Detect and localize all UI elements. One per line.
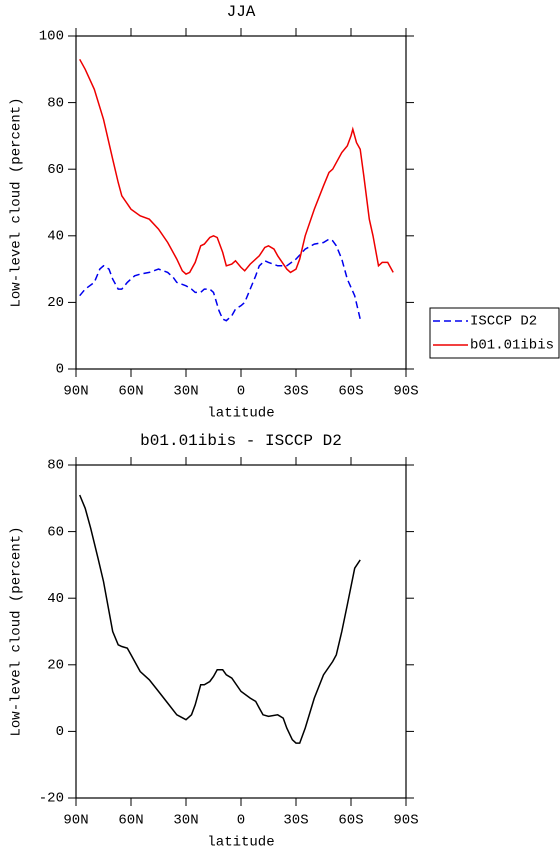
legend-label: b01.01ibis xyxy=(470,338,554,354)
legend-label: ISCCP D2 xyxy=(470,314,537,330)
x-tick-label: 60N xyxy=(118,384,143,400)
y-tick-label: -20 xyxy=(39,791,64,807)
x-tick-label: 30N xyxy=(173,384,198,400)
y-tick-label: 0 xyxy=(56,724,64,740)
x-tick-label: 60N xyxy=(118,813,143,829)
x-tick-label: 90N xyxy=(63,813,88,829)
data-line xyxy=(79,238,361,322)
y-tick-label: 100 xyxy=(39,29,64,45)
chart-title: JJA xyxy=(227,3,256,21)
x-tick-label: 90S xyxy=(393,813,418,829)
plot-frame xyxy=(75,464,407,799)
x-tick-label: 30S xyxy=(283,384,308,400)
y-axis-label: Low-level cloud (percent) xyxy=(9,526,25,736)
y-tick-label: 20 xyxy=(47,295,64,311)
x-tick-label: 90S xyxy=(393,384,418,400)
y-tick-label: 80 xyxy=(47,95,64,111)
x-tick-label: 90N xyxy=(63,384,88,400)
chart-title: b01.01ibis - ISCCP D2 xyxy=(140,432,342,450)
data-line xyxy=(79,494,361,744)
y-tick-label: 0 xyxy=(56,362,64,378)
x-tick-label: 0 xyxy=(237,384,245,400)
y-tick-label: 20 xyxy=(47,658,64,674)
y-tick-label: 60 xyxy=(47,162,64,178)
y-tick-label: 40 xyxy=(47,591,64,607)
y-tick-label: 40 xyxy=(47,229,64,245)
x-tick-label: 60S xyxy=(338,813,363,829)
legend-box xyxy=(429,307,560,359)
x-tick-label: 30S xyxy=(283,813,308,829)
y-tick-label: 60 xyxy=(47,524,64,540)
y-tick-label: 80 xyxy=(47,458,64,474)
x-tick-label: 30N xyxy=(173,813,198,829)
x-tick-label: 0 xyxy=(237,813,245,829)
x-axis-label: latitude xyxy=(207,406,274,422)
y-axis-label: Low-level cloud (percent) xyxy=(9,97,25,307)
x-axis-label: latitude xyxy=(207,835,274,851)
data-line xyxy=(79,58,394,275)
x-tick-label: 60S xyxy=(338,384,363,400)
